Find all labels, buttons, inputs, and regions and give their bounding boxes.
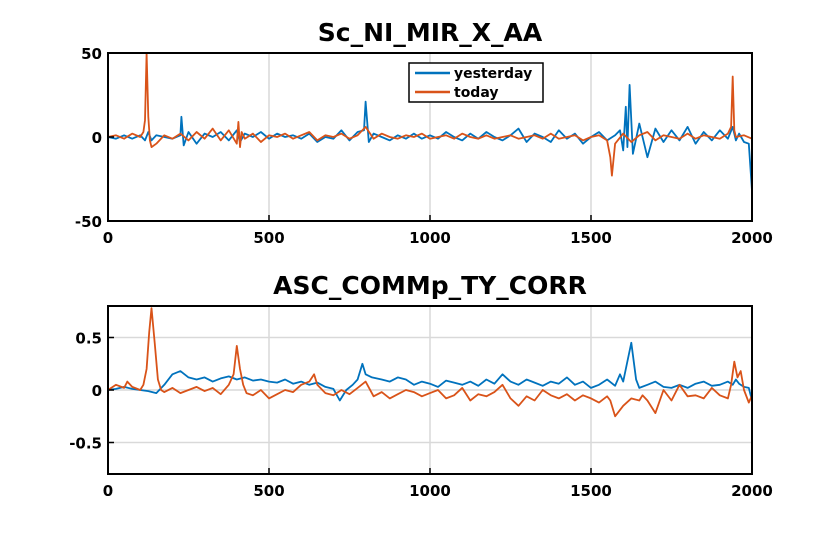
chart-asc-commp-ty-corr: ASC_COMMp_TY_CORR 0 500 1000 1500 2000-0.500… [69, 271, 773, 500]
y-tick-label: 50 [81, 45, 102, 63]
x-tick-label: 1500 [570, 482, 612, 500]
x-tick-label: 0 [103, 229, 113, 247]
plot-area [107, 307, 753, 418]
legend-box [408, 62, 544, 103]
x-tick-label: 500 [253, 229, 284, 247]
y-tick-label: 0 [92, 129, 102, 147]
legend-label-yesterday: yesterday [454, 66, 532, 82]
legend-label-today: today [454, 85, 498, 101]
y-tick-label: -50 [75, 213, 102, 231]
x-tick-label: 1000 [409, 482, 451, 500]
ticks: 0 500 1000 1500 2000 -0.5 0 0.5 [69, 330, 773, 501]
y-tick-label: 0 [92, 382, 102, 400]
series-line-yesterday [107, 341, 753, 402]
x-tick-label: 500 [253, 482, 284, 500]
chart-title: Sc_NI_MIR_X_AA [318, 18, 543, 47]
x-tick-label: 0 [103, 482, 113, 500]
series-line-today [107, 307, 753, 418]
x-tick-label: 1500 [570, 229, 612, 247]
series-line-today [107, 52, 753, 177]
plot-area [107, 52, 753, 191]
y-tick-label: -0.5 [69, 435, 102, 453]
y-tick-label: 0.5 [75, 330, 102, 348]
chart-title: ASC_COMMp_TY_CORR [273, 271, 587, 300]
x-tick-label: 2000 [731, 229, 773, 247]
legend: yesterday today [408, 62, 544, 103]
x-tick-label: 1000 [409, 229, 451, 247]
x-tick-label: 2000 [731, 482, 773, 500]
